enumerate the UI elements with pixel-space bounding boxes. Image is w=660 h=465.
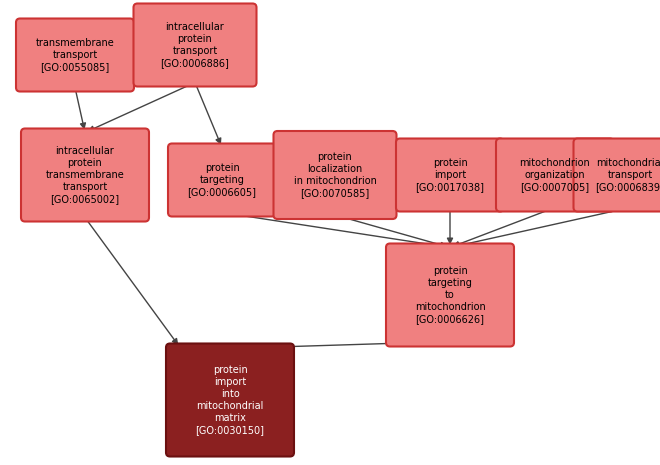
FancyBboxPatch shape bbox=[386, 244, 514, 346]
FancyBboxPatch shape bbox=[574, 139, 660, 212]
Text: protein
targeting
to
mitochondrion
[GO:0006626]: protein targeting to mitochondrion [GO:0… bbox=[414, 266, 485, 324]
FancyBboxPatch shape bbox=[396, 139, 504, 212]
Text: protein
import
[GO:0017038]: protein import [GO:0017038] bbox=[416, 158, 484, 192]
Text: mitochondrion
organization
[GO:0007005]: mitochondrion organization [GO:0007005] bbox=[519, 158, 591, 192]
FancyBboxPatch shape bbox=[16, 19, 134, 92]
FancyBboxPatch shape bbox=[496, 139, 614, 212]
Text: protein
targeting
[GO:0006605]: protein targeting [GO:0006605] bbox=[187, 163, 257, 197]
FancyBboxPatch shape bbox=[133, 4, 257, 86]
Text: intracellular
protein
transmembrane
transport
[GO:0065002]: intracellular protein transmembrane tran… bbox=[46, 146, 124, 204]
Text: protein
import
into
mitochondrial
matrix
[GO:0030150]: protein import into mitochondrial matrix… bbox=[195, 365, 265, 435]
Text: transmembrane
transport
[GO:0055085]: transmembrane transport [GO:0055085] bbox=[36, 38, 114, 72]
FancyBboxPatch shape bbox=[21, 128, 149, 221]
FancyBboxPatch shape bbox=[273, 131, 397, 219]
Text: mitochondrial
transport
[GO:0006839]: mitochondrial transport [GO:0006839] bbox=[595, 158, 660, 192]
Text: protein
localization
in mitochondrion
[GO:0070585]: protein localization in mitochondrion [G… bbox=[294, 152, 376, 198]
FancyBboxPatch shape bbox=[168, 144, 276, 217]
FancyBboxPatch shape bbox=[166, 344, 294, 457]
Text: intracellular
protein
transport
[GO:0006886]: intracellular protein transport [GO:0006… bbox=[160, 22, 230, 68]
